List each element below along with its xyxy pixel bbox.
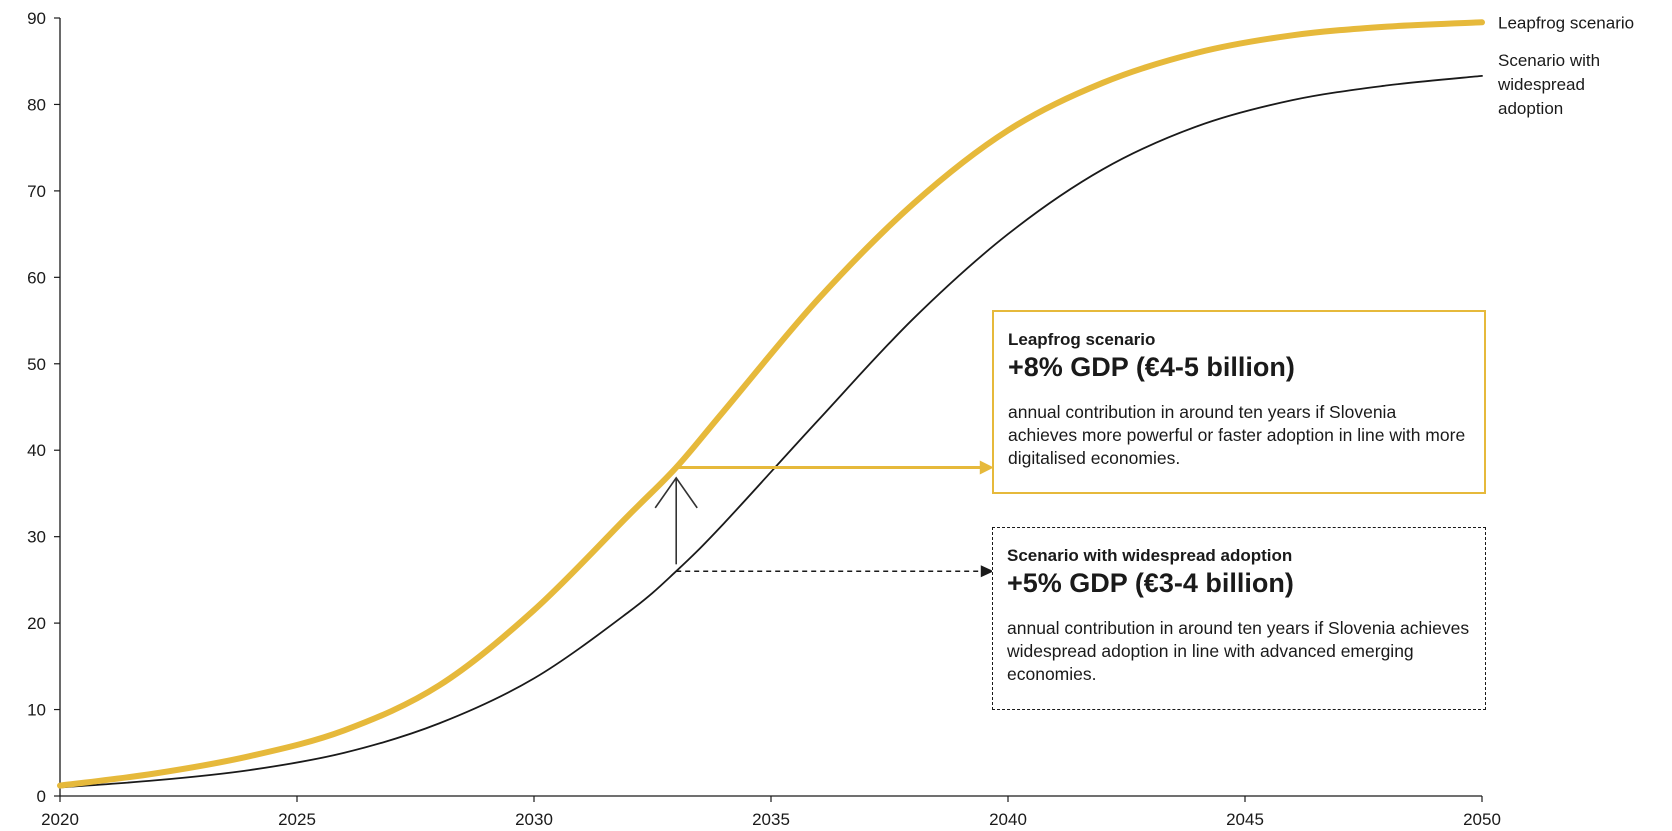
y-tick-label: 50 [27,355,46,374]
leapfrog-line [57,19,1485,789]
widespread-callout-body: annual contribution in around ten years … [1007,618,1470,684]
leapfrog-callout-headline: +8% GDP (€4-5 billion) [1008,352,1295,382]
x-tick-label: 2045 [1226,810,1264,829]
x-tick-label: 2040 [989,810,1027,829]
x-tick-label: 2030 [515,810,553,829]
widespread-callout-title: Scenario with widespread adoption [1007,546,1293,565]
widespread-arrow-head [980,565,994,578]
widespread-series-label: adoption [1498,99,1563,118]
leapfrog-callout: Leapfrog scenario +8% GDP (€4-5 billion)… [992,310,1486,494]
y-tick-label: 90 [27,9,46,28]
x-tick-label: 2020 [41,810,79,829]
x-tick-label: 2025 [278,810,316,829]
y-tick-label: 40 [27,441,46,460]
y-tick-label: 10 [27,701,46,720]
widespread-series-label: Scenario with [1498,51,1600,70]
y-tick-label: 60 [27,268,46,287]
leapfrog-arrow-head [979,460,994,475]
series-lines [57,19,1485,789]
widespread-callout-headline: +5% GDP (€3-4 billion) [1007,568,1294,598]
x-tick-label: 2035 [752,810,790,829]
leapfrog-series-label: Leapfrog scenario [1498,13,1634,32]
annotation-arrows [654,460,994,578]
y-tick-label: 70 [27,182,46,201]
widespread-line [59,75,1483,789]
upward-arrow-head [654,476,698,509]
y-tick-label: 20 [27,614,46,633]
leapfrog-callout-title: Leapfrog scenario [1008,330,1156,349]
y-tick-label: 80 [27,95,46,114]
y-tick-label: 30 [27,528,46,547]
axes [54,17,1483,802]
leapfrog-callout-body: annual contribution in around ten years … [1008,402,1466,468]
x-tick-label: 2050 [1463,810,1501,829]
y-tick-label: 0 [37,787,46,806]
widespread-series-label: widespread [1497,75,1585,94]
series-labels: Leapfrog scenario Scenario with widespread… [1497,13,1634,118]
widespread-callout: Scenario with widespread adoption +5% GD… [992,527,1486,710]
